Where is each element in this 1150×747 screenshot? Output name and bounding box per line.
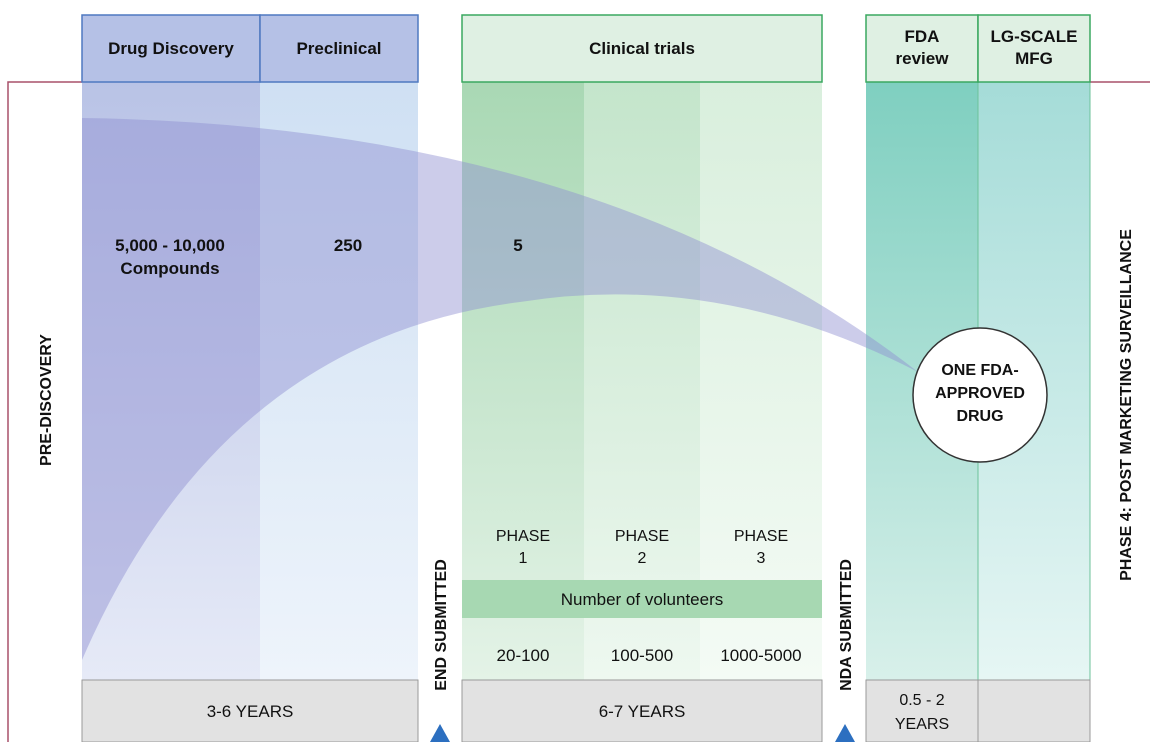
stage-label: FDA bbox=[905, 27, 940, 46]
phases: PHASE 1 20-100 PHASE 2 100-500 PHASE 3 1000-5000 bbox=[496, 528, 802, 665]
marker bbox=[430, 724, 450, 742]
volunteers-label: Number of volunteers bbox=[561, 590, 724, 609]
volunteer-count: 100-500 bbox=[611, 646, 673, 665]
volunteer-count: 20-100 bbox=[497, 646, 550, 665]
side-label: NDA SUBMITTED bbox=[838, 559, 855, 691]
duration: 6-7 YEARS bbox=[599, 702, 686, 721]
result: DRUG bbox=[956, 408, 1003, 425]
volunteers-bar bbox=[462, 580, 822, 618]
count: 5,000 - 10,000 bbox=[115, 236, 225, 255]
column bbox=[82, 82, 260, 680]
phase-name: 2 bbox=[638, 550, 647, 567]
header-box bbox=[865, 14, 979, 83]
side-label: END SUBMITTED bbox=[433, 559, 450, 691]
result: APPROVED bbox=[935, 385, 1025, 402]
stage-label: MFG bbox=[1015, 49, 1053, 68]
durations bbox=[81, 679, 1091, 743]
phase-name: PHASE bbox=[615, 528, 669, 545]
side-label: PHASE 4: POST MARKETING SURVEILLANCE bbox=[1118, 229, 1135, 581]
header-box bbox=[977, 14, 1091, 83]
funnel bbox=[82, 118, 918, 660]
duration: 0.5 - 2 bbox=[899, 692, 944, 709]
phase-name: PHASE bbox=[496, 528, 550, 545]
count: 5 bbox=[513, 236, 522, 255]
result-circle bbox=[912, 327, 1048, 463]
phase-name: 3 bbox=[757, 550, 766, 567]
count: 250 bbox=[334, 236, 362, 255]
stage-label: Drug Discovery bbox=[108, 39, 234, 58]
stage-label: review bbox=[896, 49, 950, 68]
side-label: PRE-DISCOVERY bbox=[38, 334, 55, 466]
count: Compounds bbox=[120, 259, 219, 278]
stage-label: Preclinical bbox=[296, 39, 381, 58]
frame bbox=[7, 81, 1150, 742]
header-box bbox=[259, 14, 419, 83]
stage-label: LG-SCALE bbox=[991, 27, 1078, 46]
header-box bbox=[81, 14, 261, 83]
duration: YEARS bbox=[895, 716, 949, 733]
phase-name: 1 bbox=[519, 550, 528, 567]
marker bbox=[835, 724, 855, 742]
result: ONE FDA- bbox=[941, 362, 1018, 379]
phase-name: PHASE bbox=[734, 528, 788, 545]
volunteer-count: 1000-5000 bbox=[720, 646, 801, 665]
column bbox=[260, 82, 418, 680]
stage-label: Clinical trials bbox=[589, 39, 695, 58]
header-box bbox=[461, 14, 823, 83]
duration: 3-6 YEARS bbox=[207, 702, 294, 721]
